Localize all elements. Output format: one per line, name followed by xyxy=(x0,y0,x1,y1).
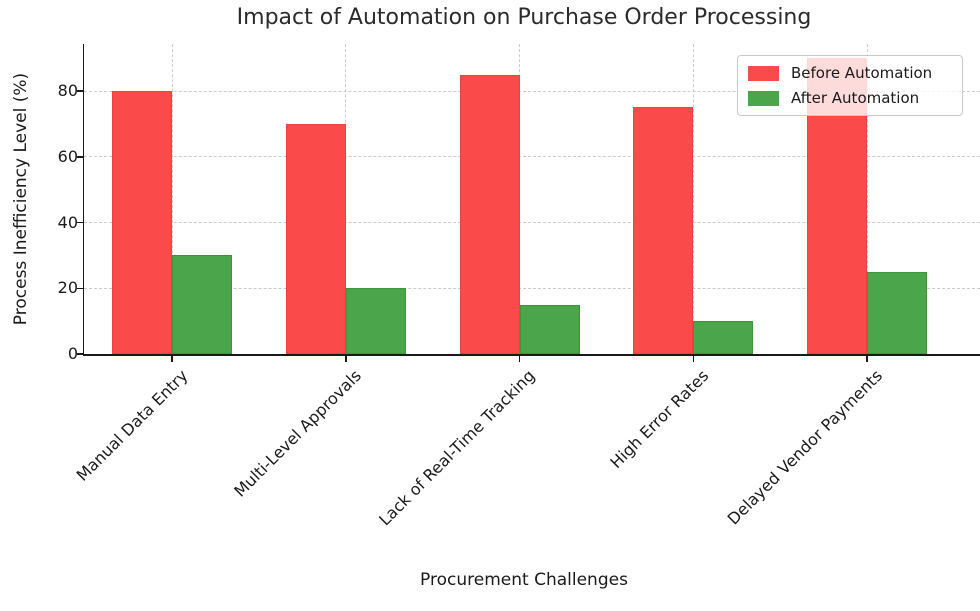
y-tick-label: 0 xyxy=(67,344,78,363)
bar-after-1 xyxy=(345,288,406,354)
x-axis-label: Procurement Challenges xyxy=(420,570,628,590)
y-tick-label: 40 xyxy=(57,212,78,232)
bar-after-4 xyxy=(867,271,927,354)
x-tick-label: High Error Rates xyxy=(606,366,713,473)
h-gridline xyxy=(84,90,980,92)
x-tick-mark xyxy=(345,356,347,362)
legend-label: After Automation xyxy=(791,89,920,107)
x-tick-mark xyxy=(692,356,694,362)
bar-before-1 xyxy=(285,123,346,354)
legend-row: After Automation xyxy=(748,88,952,108)
y-tick-mark xyxy=(77,156,83,158)
y-tick-mark xyxy=(77,287,83,289)
h-gridline xyxy=(84,287,980,289)
v-gridline xyxy=(692,44,694,354)
y-tick-mark xyxy=(77,353,83,355)
y-tick-label: 20 xyxy=(57,278,78,298)
bar-after-0 xyxy=(172,255,232,354)
legend-swatch-after-icon xyxy=(748,90,779,106)
x-tick-label: Multi-Level Approvals xyxy=(230,366,366,501)
x-tick-mark xyxy=(866,356,868,362)
x-tick-mark xyxy=(518,356,521,362)
legend-swatch-before-icon xyxy=(748,65,779,81)
bar-before-2 xyxy=(459,74,520,354)
x-tick-label: Delayed Vendor Payments xyxy=(724,366,887,529)
plot-area xyxy=(84,44,980,354)
x-tick-mark xyxy=(171,356,173,362)
x-tick-label: Manual Data Entry xyxy=(72,366,192,485)
bar-after-3 xyxy=(693,321,754,354)
h-gridline xyxy=(84,222,980,223)
legend-row: Before Automation xyxy=(748,63,952,83)
v-gridline xyxy=(519,44,520,354)
y-axis-label: Process Inefficiency Level (%) xyxy=(11,72,31,326)
legend: Before Automation After Automation xyxy=(737,55,963,116)
y-tick-mark xyxy=(77,90,83,92)
legend-label: Before Automation xyxy=(791,64,933,82)
bar-before-3 xyxy=(633,107,694,354)
bar-after-2 xyxy=(519,304,580,354)
v-gridline xyxy=(866,44,868,354)
y-axis-spine xyxy=(82,44,84,356)
h-gridline xyxy=(84,156,980,158)
v-gridline xyxy=(171,44,173,354)
y-tick-label: 60 xyxy=(57,146,78,166)
x-tick-label: Lack of Real-Time Tracking xyxy=(375,366,539,530)
chart-title: Impact of Automation on Purchase Order P… xyxy=(236,5,812,30)
v-gridline xyxy=(345,44,347,354)
bar-before-0 xyxy=(112,91,172,354)
y-tick-label: 80 xyxy=(57,81,78,100)
y-tick-mark xyxy=(77,221,83,224)
x-axis-spine xyxy=(82,354,980,356)
